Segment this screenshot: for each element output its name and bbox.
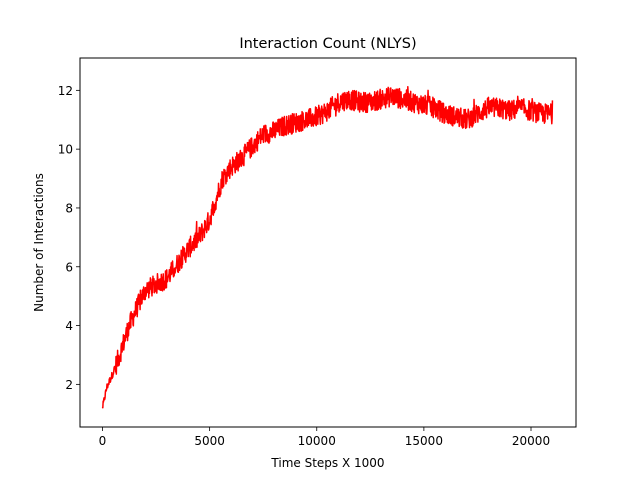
y-axis-label: Number of Interactions <box>32 173 46 312</box>
y-tick-label: 6 <box>65 260 73 274</box>
y-tick-label: 2 <box>65 378 73 392</box>
plot-frame <box>79 57 577 428</box>
y-tick-label: 12 <box>58 84 73 98</box>
x-tick-label: 20000 <box>512 434 550 448</box>
y-tick-label: 10 <box>58 143 73 157</box>
x-tick-label: 0 <box>99 434 107 448</box>
x-tick-label: 15000 <box>405 434 443 448</box>
series-layer <box>101 85 554 409</box>
x-axis: 0 5000 10000 15000 20000 <box>99 427 550 448</box>
x-axis-label: Time Steps X 1000 <box>270 456 384 470</box>
x-tick-label: 5000 <box>194 434 225 448</box>
chart-title: Interaction Count (NLYS) <box>239 36 416 52</box>
y-axis: 2 4 6 8 10 12 <box>58 84 80 392</box>
y-tick-label: 4 <box>65 319 73 333</box>
series-line <box>101 85 554 409</box>
x-tick-label: 10000 <box>298 434 336 448</box>
y-tick-label: 8 <box>65 201 73 215</box>
